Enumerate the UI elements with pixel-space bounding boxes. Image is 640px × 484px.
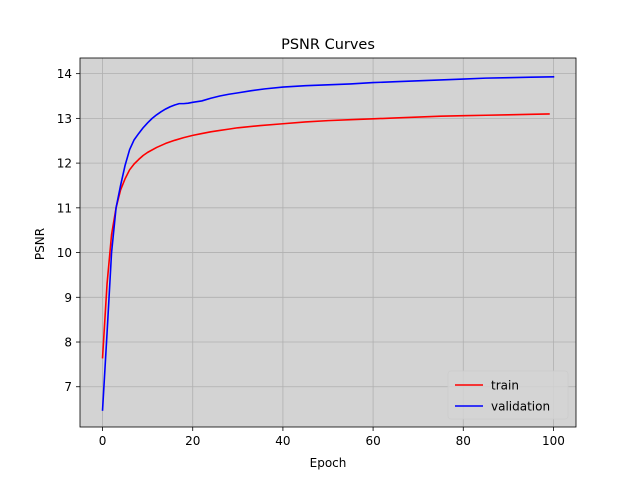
y-tick-label: 9 — [64, 291, 72, 305]
y-tick-label: 8 — [64, 336, 72, 350]
x-tick-label: 60 — [365, 434, 380, 448]
plot-frame — [79, 57, 577, 428]
y-tick-label: 7 — [64, 380, 72, 394]
x-tick-label: 0 — [99, 434, 107, 448]
y-tick-label: 13 — [57, 112, 72, 126]
legend-label-validation: validation — [491, 400, 550, 414]
x-axis-label: Epoch — [310, 456, 347, 470]
x-tick-label: 80 — [456, 434, 471, 448]
y-axis-label: PSNR — [33, 228, 47, 260]
y-tick-label: 11 — [57, 201, 72, 215]
y-tick-label: 12 — [57, 157, 72, 171]
y-tick-label: 10 — [57, 246, 72, 260]
x-tick-label: 20 — [185, 434, 200, 448]
legend-box — [447, 370, 569, 420]
y-tick-label: 14 — [57, 67, 72, 81]
legend-label-train: train — [491, 379, 519, 393]
x-tick-label: 100 — [542, 434, 565, 448]
x-tick-label: 40 — [275, 434, 290, 448]
plot-area — [80, 58, 576, 427]
series-line-validation — [101, 75, 555, 411]
chart-title: PSNR Curves — [281, 37, 375, 53]
series-line-train — [101, 113, 550, 359]
